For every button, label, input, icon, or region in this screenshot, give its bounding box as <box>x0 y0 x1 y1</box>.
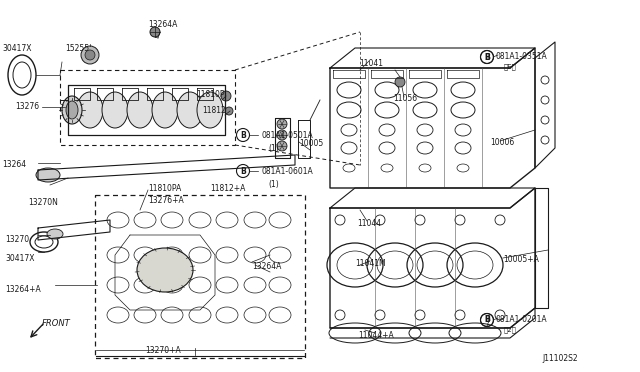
Circle shape <box>81 46 99 64</box>
Ellipse shape <box>77 92 103 128</box>
Circle shape <box>277 119 287 129</box>
Text: 081A1-0501A: 081A1-0501A <box>262 131 314 140</box>
Text: B: B <box>240 167 246 176</box>
Ellipse shape <box>197 92 223 128</box>
Circle shape <box>85 50 95 60</box>
Text: （E）: （E） <box>504 63 517 70</box>
Ellipse shape <box>62 96 82 124</box>
Text: 11810P: 11810P <box>196 90 225 99</box>
Ellipse shape <box>102 92 128 128</box>
Text: 11041: 11041 <box>359 59 383 68</box>
Text: 30417X: 30417X <box>2 44 31 53</box>
Text: B: B <box>484 52 490 61</box>
Circle shape <box>277 130 287 140</box>
Circle shape <box>221 91 231 101</box>
Text: 13270N: 13270N <box>28 198 58 207</box>
Circle shape <box>395 77 405 87</box>
Text: 13264A: 13264A <box>148 20 177 29</box>
Circle shape <box>277 141 287 151</box>
Text: 10006: 10006 <box>490 138 515 147</box>
Text: 11812: 11812 <box>202 106 226 115</box>
Text: （2）: （2） <box>504 326 517 333</box>
Text: 13270+A: 13270+A <box>145 346 180 355</box>
Text: 10005+A: 10005+A <box>503 255 539 264</box>
Text: 13264: 13264 <box>2 160 26 169</box>
Circle shape <box>150 27 160 37</box>
Text: 13264A: 13264A <box>252 262 282 271</box>
Text: B: B <box>484 315 490 324</box>
Text: J11102S2: J11102S2 <box>542 354 578 363</box>
Text: 15255: 15255 <box>65 44 89 53</box>
Ellipse shape <box>152 92 178 128</box>
Text: 11810PA: 11810PA <box>148 184 181 193</box>
Text: 11056: 11056 <box>393 94 417 103</box>
Text: B: B <box>240 131 246 140</box>
Text: 081A1-0601A: 081A1-0601A <box>262 167 314 176</box>
Text: 13264+A: 13264+A <box>5 285 41 294</box>
Text: 11812+A: 11812+A <box>210 184 245 193</box>
Text: (1): (1) <box>268 180 279 189</box>
Ellipse shape <box>36 168 60 182</box>
Text: B: B <box>484 315 490 324</box>
Ellipse shape <box>137 248 193 292</box>
Text: 11041M: 11041M <box>355 259 386 268</box>
Circle shape <box>225 107 233 115</box>
Ellipse shape <box>47 229 63 239</box>
Ellipse shape <box>177 92 203 128</box>
Ellipse shape <box>66 101 78 119</box>
Text: 13276: 13276 <box>15 102 39 111</box>
Text: 081A1-0351A: 081A1-0351A <box>496 52 548 61</box>
Text: (1): (1) <box>268 144 279 153</box>
Text: B: B <box>484 52 490 61</box>
Text: 10005: 10005 <box>299 139 323 148</box>
Text: FRONT: FRONT <box>42 319 71 328</box>
Text: 081A1-0201A: 081A1-0201A <box>496 315 548 324</box>
Text: 11044: 11044 <box>357 219 381 228</box>
Text: 11044+A: 11044+A <box>358 331 394 340</box>
Text: 13276+A: 13276+A <box>148 196 184 205</box>
Ellipse shape <box>127 92 153 128</box>
Text: 13270: 13270 <box>5 235 29 244</box>
Text: 30417X: 30417X <box>5 254 35 263</box>
